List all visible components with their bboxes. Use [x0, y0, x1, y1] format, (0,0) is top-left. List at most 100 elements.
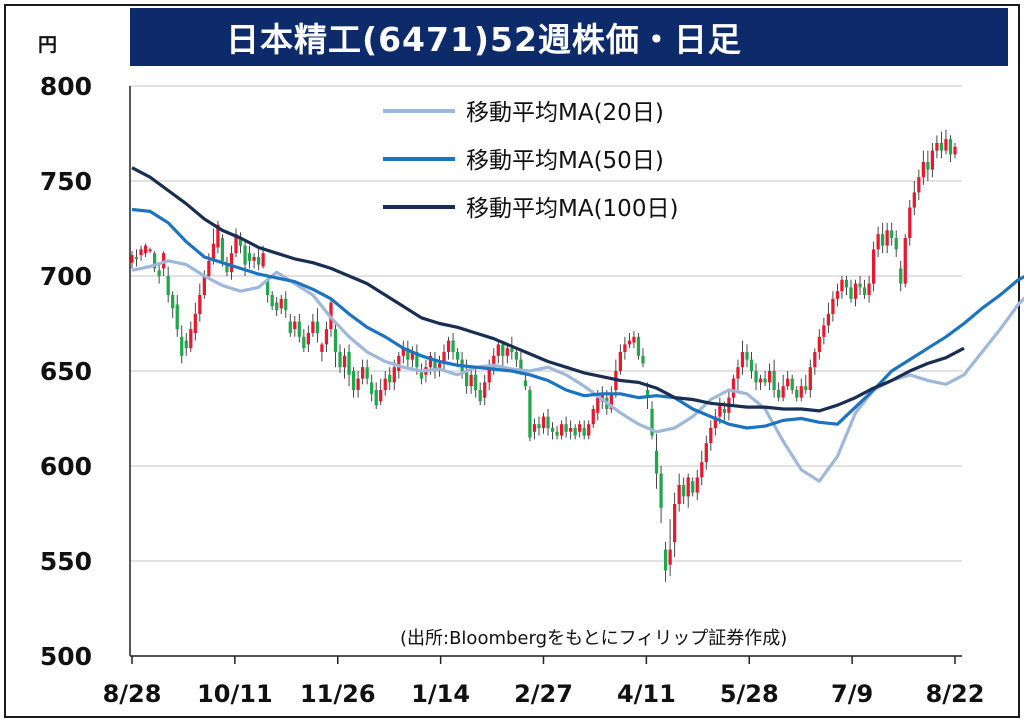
candle-body — [211, 243, 216, 261]
candle-body — [505, 348, 509, 356]
candle-body — [786, 378, 790, 387]
candle-body — [148, 249, 152, 252]
candle-body — [410, 352, 414, 360]
candle-body — [691, 481, 695, 493]
y-axis-unit: 円 — [38, 34, 58, 56]
candle-body — [370, 382, 374, 394]
candle-body — [876, 234, 880, 250]
candle-body — [338, 352, 342, 368]
source-note: (出所:Bloombergをもとにフィリップ証券作成) — [400, 628, 788, 649]
moving-average-lines — [131, 166, 1024, 483]
candle-body — [912, 192, 916, 208]
legend: 移動平均MA(20日) 移動平均MA(50日) 移動平均MA(100日) — [378, 95, 778, 223]
candle-body — [663, 549, 668, 571]
candle-body — [492, 355, 496, 368]
candle-body — [587, 424, 591, 436]
candle-body — [320, 344, 324, 352]
ma-line-2 — [131, 207, 1024, 430]
candle-body — [288, 321, 292, 333]
candle-body — [541, 416, 546, 428]
candle-body — [772, 371, 776, 390]
candle-body — [220, 238, 225, 261]
candle-body — [532, 424, 537, 432]
x-tick-label: 1/14 — [411, 680, 470, 708]
x-tick-label: 8/28 — [103, 680, 162, 708]
candle-body — [360, 367, 365, 379]
legend-label: 移動平均MA(20日) — [466, 100, 664, 126]
candle-body — [673, 504, 677, 542]
candles — [130, 129, 957, 582]
y-tick-label: 650 — [40, 357, 92, 386]
candle-body — [388, 374, 392, 383]
candle-body — [948, 139, 953, 155]
candle-body — [555, 431, 559, 436]
candle-body — [903, 238, 907, 284]
candle-body — [483, 382, 487, 398]
candle-body — [419, 371, 424, 379]
candle-body — [849, 287, 853, 299]
candle-body — [654, 450, 659, 474]
candle-body — [455, 352, 460, 360]
candle-body — [935, 143, 939, 151]
candle-body — [130, 255, 134, 263]
candle-body — [374, 390, 378, 406]
legend-label: 移動平均MA(50日) — [466, 148, 664, 174]
candle-body — [709, 428, 713, 444]
x-tick-label: 4/11 — [617, 680, 676, 708]
candle-body — [519, 359, 523, 371]
candle-body — [659, 473, 663, 508]
candle-body — [487, 367, 491, 383]
candle-body — [193, 314, 197, 333]
candle-body — [831, 298, 835, 314]
candle-body — [596, 397, 600, 413]
candle-body — [641, 355, 645, 364]
candle-body — [713, 416, 717, 428]
candle-body — [216, 224, 220, 248]
candle-body — [822, 325, 826, 337]
candle-body — [704, 443, 708, 463]
candle-body — [736, 367, 740, 379]
x-tick-label: 8/22 — [926, 680, 985, 708]
x-tick-label: 2/27 — [514, 680, 573, 708]
candle-body — [944, 139, 948, 151]
candle-body — [397, 355, 401, 371]
candle-body — [171, 295, 175, 309]
candle-body — [333, 329, 338, 352]
candle-body — [184, 340, 188, 349]
candle-body — [279, 298, 283, 309]
candle-body — [437, 363, 442, 371]
candle-body — [682, 485, 686, 497]
y-tick-labels: 500 550 600 650 700 750 800 — [40, 72, 92, 671]
candle-body — [157, 270, 161, 276]
candle-body — [591, 409, 595, 425]
candle-body — [252, 257, 256, 261]
candle-body — [862, 287, 867, 295]
candle-body — [166, 276, 170, 295]
candle-body — [392, 367, 396, 383]
y-tick-label: 500 — [40, 642, 92, 671]
candle-body — [564, 424, 568, 432]
candle-body — [478, 390, 482, 402]
ma-line-3 — [131, 166, 965, 413]
candle-body — [573, 428, 577, 436]
candle-body — [804, 386, 808, 390]
candle-body — [546, 416, 550, 428]
candle-body — [899, 268, 903, 284]
candle-body — [202, 276, 206, 295]
candle-body — [401, 348, 405, 356]
candle-body — [238, 238, 243, 246]
candle-body — [817, 336, 821, 352]
y-tick-label: 750 — [40, 167, 92, 196]
chart-title: 日本精工(6471)52週株価・日足 — [226, 20, 742, 59]
candle-body — [826, 314, 831, 326]
candle-body — [618, 352, 623, 371]
candle-body — [569, 428, 573, 432]
candle-body — [528, 390, 532, 438]
candle-body — [356, 378, 360, 390]
candle-body — [781, 386, 785, 398]
candle-body — [790, 378, 794, 390]
candle-body — [207, 260, 211, 276]
y-tick-label: 600 — [40, 452, 92, 481]
candle-body — [152, 253, 157, 269]
candle-body — [921, 162, 925, 178]
